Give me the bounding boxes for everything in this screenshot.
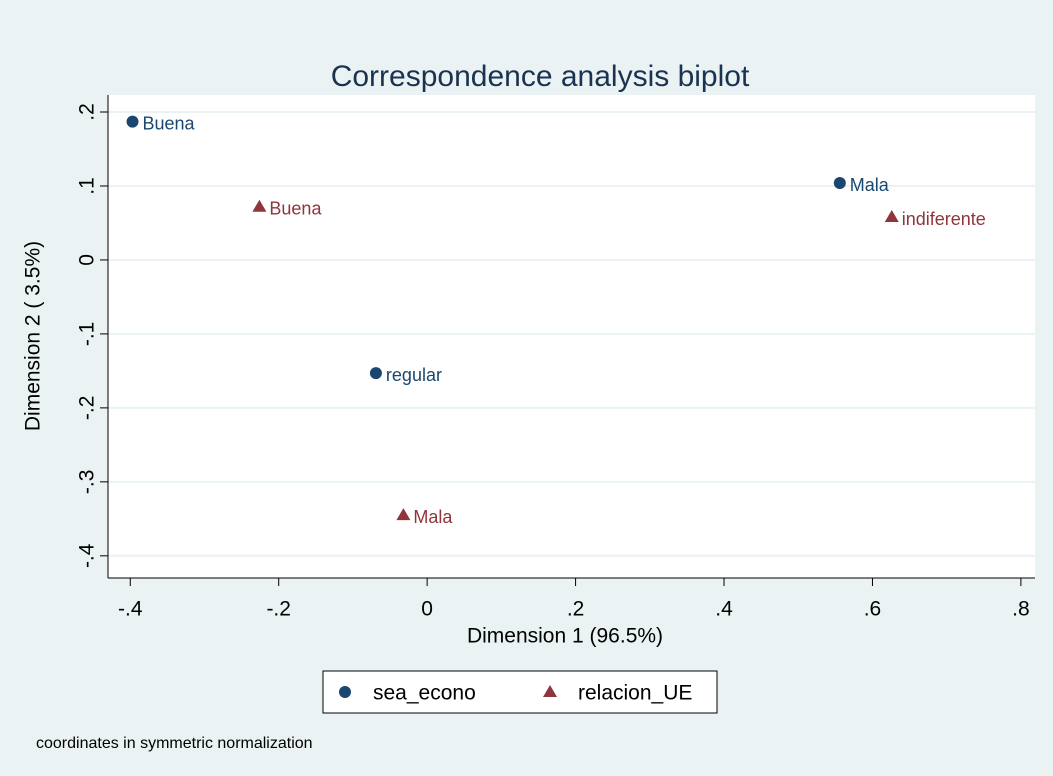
point-label: Buena <box>269 198 322 218</box>
x-tick-label: .4 <box>715 598 733 621</box>
note: coordinates in symmetric normalization <box>36 735 313 752</box>
point-label: indiferente <box>902 209 986 229</box>
point <box>884 210 899 223</box>
x-tick-label: .2 <box>567 598 585 621</box>
y-tick-label: -.3 <box>76 470 99 495</box>
legend-label: relacion_UE <box>578 682 692 705</box>
legend-marker <box>543 685 557 697</box>
y-tick-label: -.2 <box>76 396 99 421</box>
point <box>369 367 382 380</box>
point <box>396 508 411 521</box>
point <box>833 177 846 190</box>
point-label: regular <box>386 365 442 385</box>
point-label: Buena <box>142 113 195 133</box>
point-label: Mala <box>413 507 453 527</box>
x-tick-label: 0 <box>421 598 433 621</box>
y-tick-label: 0 <box>76 254 99 266</box>
x-tick-label: .6 <box>864 598 882 621</box>
chart-title: Correspondence analysis biplot <box>331 60 750 93</box>
x-axis-label: Dimension 1 (96.5%) <box>467 625 663 648</box>
point <box>126 115 139 128</box>
legend-marker <box>339 686 351 698</box>
legend <box>322 670 718 714</box>
y-tick-label: -.4 <box>76 543 99 568</box>
legend-label: sea_econo <box>373 682 476 705</box>
y-tick-label: .1 <box>76 177 99 195</box>
point <box>252 199 267 212</box>
y-tick-label: .2 <box>76 103 99 121</box>
x-tick-label: -.4 <box>118 598 143 621</box>
plot-area <box>108 95 1035 578</box>
x-tick-label: .8 <box>1012 598 1030 621</box>
y-axis-label: Dimension 2 ( 3.5%) <box>22 241 45 431</box>
x-tick-label: -.2 <box>266 598 291 621</box>
y-tick-label: -.1 <box>76 322 99 347</box>
point-label: Mala <box>850 175 890 195</box>
